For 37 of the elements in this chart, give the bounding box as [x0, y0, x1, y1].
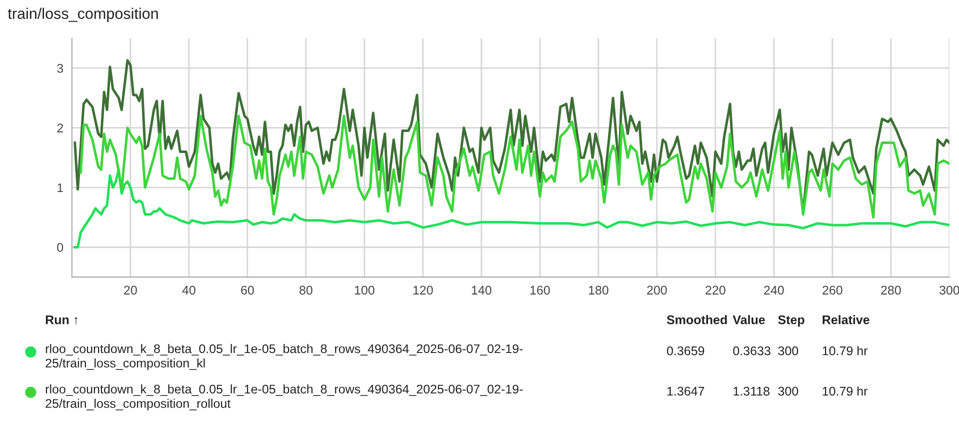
x-tick-label: 300 — [939, 286, 959, 295]
x-tick-label: 220 — [706, 286, 726, 295]
x-tick-label: 100 — [354, 286, 374, 295]
line-series — [79, 114, 950, 219]
x-tick-label: 80 — [300, 286, 312, 295]
text: 0.3633 — [733, 346, 770, 356]
text: 0.3659 — [666, 346, 704, 356]
x-tick-label: 140 — [472, 286, 492, 295]
text: 10.79 hr — [822, 386, 868, 396]
text: 1.3647 — [667, 386, 704, 396]
text: Value — [732, 315, 765, 324]
x-tick-label: 20 — [124, 286, 137, 295]
legend-label: rloo_countdown_k_8_beta_0.05_lr_1e-05_batch_8_rows_490364_2025-06-07_02-19- 25/train_loss_composition_rollout — [46, 384, 523, 410]
x-tick-label: 60 — [241, 286, 254, 295]
x-tick-label: 240 — [764, 286, 784, 295]
text: 10.79 hr — [822, 346, 868, 356]
chart-title: train/loss_composition — [8, 8, 158, 22]
text: 1.3118 — [734, 386, 770, 396]
x-tick-label: 40 — [182, 286, 196, 295]
y-tick-label: 1 — [58, 183, 63, 192]
x-tick-label: 160 — [530, 286, 550, 295]
text: 300 — [778, 386, 798, 396]
x-tick-label: 180 — [588, 286, 608, 295]
text: Smoothed — [666, 315, 727, 324]
text: 300 — [778, 346, 798, 356]
text: Step — [778, 315, 804, 327]
text: Run ↑ — [46, 316, 78, 324]
x-tick-label: 280 — [881, 286, 901, 295]
y-tick-label: 2 — [57, 124, 63, 132]
y-tick-label: 3 — [57, 64, 64, 73]
x-tick-label: 200 — [647, 286, 667, 295]
x-tick-label: 260 — [822, 286, 842, 295]
y-tick-label: 0 — [57, 243, 64, 252]
text: Relative — [822, 315, 870, 324]
x-tick-label: 120 — [413, 286, 433, 295]
legend-label: rloo_countdown_k_8_beta_0.05_lr_1e-05_batch_8_rows_490364_2025-06-07_02-19- 25/train_loss_composition_kl — [46, 344, 523, 370]
line-series — [74, 168, 950, 248]
